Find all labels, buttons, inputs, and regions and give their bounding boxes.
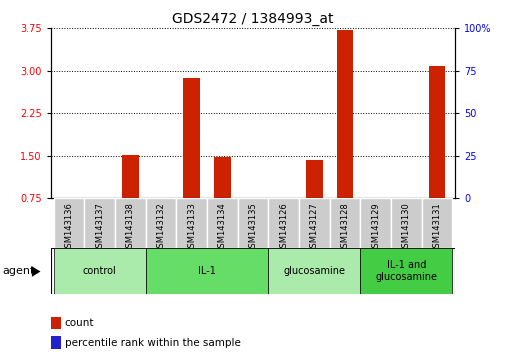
Text: control: control <box>83 266 116 276</box>
Text: GSM143130: GSM143130 <box>401 202 410 253</box>
Text: GSM143131: GSM143131 <box>432 202 441 253</box>
Bar <box>360 248 451 294</box>
Bar <box>54 248 145 294</box>
Text: GSM143129: GSM143129 <box>371 202 379 253</box>
Bar <box>268 248 360 294</box>
Bar <box>50 336 61 349</box>
Polygon shape <box>32 266 40 277</box>
Bar <box>176 198 207 248</box>
Title: GDS2472 / 1384993_at: GDS2472 / 1384993_at <box>172 12 333 26</box>
Text: count: count <box>65 318 94 328</box>
Bar <box>183 78 199 198</box>
Text: glucosamine: glucosamine <box>283 266 344 276</box>
Bar <box>428 66 444 198</box>
Text: IL-1: IL-1 <box>197 266 216 276</box>
Text: GSM143126: GSM143126 <box>279 202 287 253</box>
Bar <box>115 198 145 248</box>
Bar <box>84 198 115 248</box>
Text: GSM143127: GSM143127 <box>309 202 318 253</box>
Text: GSM143138: GSM143138 <box>126 202 134 253</box>
Bar <box>298 198 329 248</box>
Text: IL-1 and
glucosamine: IL-1 and glucosamine <box>375 260 436 282</box>
Bar <box>336 30 352 198</box>
Bar <box>306 160 322 198</box>
Text: GSM143128: GSM143128 <box>340 202 349 253</box>
Text: GSM143136: GSM143136 <box>64 202 73 253</box>
Bar <box>145 198 176 248</box>
Bar <box>329 198 360 248</box>
Bar <box>54 198 84 248</box>
Text: percentile rank within the sample: percentile rank within the sample <box>65 338 240 348</box>
Bar <box>268 198 298 248</box>
Text: GSM143132: GSM143132 <box>156 202 165 253</box>
Bar <box>207 198 237 248</box>
Bar <box>214 157 230 198</box>
Bar <box>360 198 390 248</box>
Bar <box>390 198 421 248</box>
Bar <box>237 198 268 248</box>
Text: agent: agent <box>3 266 35 276</box>
Bar <box>421 198 451 248</box>
Text: GSM143135: GSM143135 <box>248 202 257 253</box>
Text: GSM143134: GSM143134 <box>218 202 226 253</box>
Bar <box>122 155 138 198</box>
Text: GSM143137: GSM143137 <box>95 202 104 253</box>
Bar <box>145 248 268 294</box>
Text: GSM143133: GSM143133 <box>187 202 196 253</box>
Bar <box>50 317 61 329</box>
